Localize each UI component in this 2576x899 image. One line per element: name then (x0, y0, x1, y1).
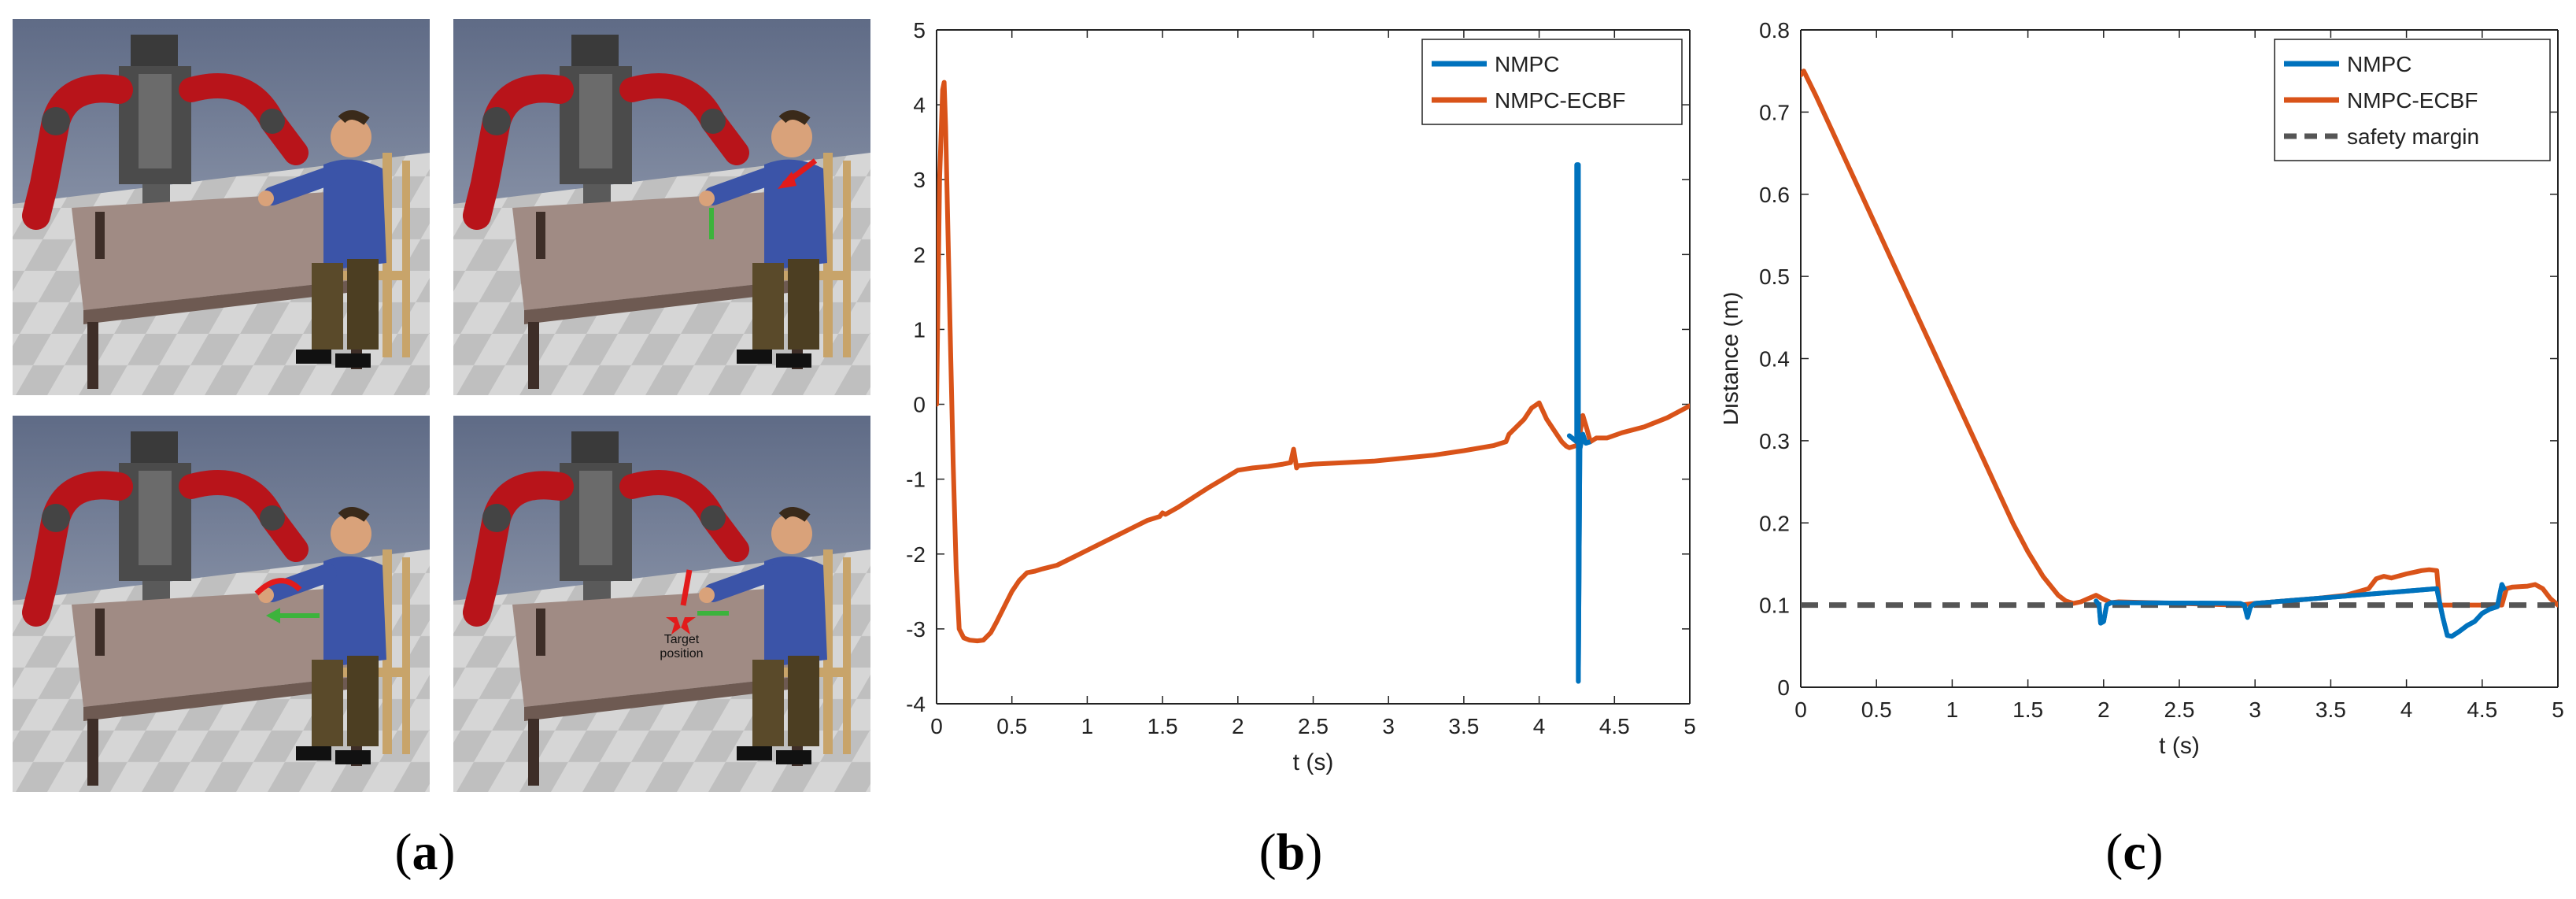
x-tick-label: 1 (1081, 714, 1094, 738)
plot-area (937, 30, 1690, 704)
legend-label: NMPC (2347, 52, 2412, 76)
x-tick-label: 4 (1533, 714, 1546, 738)
y-tick-label: 0.2 (1759, 511, 1790, 535)
y-tick-label: 0.8 (1759, 18, 1790, 43)
x-tick-label: 1 (1946, 697, 1959, 722)
caption-a-letter: a (412, 823, 438, 881)
y-tick-label: 5 (913, 18, 926, 43)
y-tick-label: 0.6 (1759, 183, 1790, 207)
caption-c: (c) (2105, 823, 2164, 881)
x-tick-label: 3 (2249, 697, 2261, 722)
x-tick-label: 1.5 (1148, 714, 1178, 738)
legend-label: NMPC-ECBF (2347, 88, 2478, 113)
curved-arrow-icon (254, 578, 302, 596)
x-tick-label: 5 (1683, 714, 1696, 738)
x-tick-label: 3.5 (1448, 714, 1479, 738)
series-line-nmpc-top (2094, 582, 2508, 639)
y-tick-label: 2 (913, 242, 926, 267)
y-tick-label: 1 (913, 317, 926, 342)
chart-b-container: 0 0.5 1 1.5 2 2.5 3 3.5 4 4.5 5 -4 -3 -2 -1 0 1 2 3 4 5 t (s)… (853, 0, 1716, 795)
caption-c-letter: c (2123, 823, 2146, 881)
y-tick-label: -3 (906, 617, 926, 642)
y-tick-label: 0 (1777, 675, 1790, 700)
simulation-panel: Target position (13, 19, 878, 792)
frame-4: Target position (453, 416, 870, 792)
y-tick-label: 0.4 (1759, 347, 1790, 372)
legend-box (1421, 39, 1683, 125)
arrowhead-icon (778, 172, 796, 189)
frame-1 (13, 19, 430, 395)
y-tick-label: -2 (906, 542, 926, 567)
x-tick-label: 3 (1382, 714, 1395, 738)
x-tick-label: 0.5 (1861, 697, 1892, 722)
x-tick-label: 5 (2552, 697, 2564, 722)
x-tick-label: 2 (1232, 714, 1244, 738)
x-tick-label: 2.5 (2164, 697, 2195, 722)
x-tick-label: 2.5 (1298, 714, 1329, 738)
y-tick-label: 0.7 (1759, 100, 1790, 124)
x-tick-label: 4.5 (2467, 697, 2497, 722)
y-tick-label: -1 (906, 468, 926, 492)
x-tick-label: 0 (1794, 697, 1807, 722)
series-line-nmpc-top (1568, 162, 1591, 684)
y-tick-label: 0.3 (1759, 429, 1790, 453)
x-axis-label: t (s) (1293, 749, 1334, 775)
acceleration-chart: 0 0.5 1 1.5 2 2.5 3 3.5 4 4.5 5 -4 -3 -2 -1 0 1 2 3 4 5 t (s)… (853, 18, 1696, 775)
target-position-label: Target position (660, 633, 704, 660)
y-tick-label: 0.1 (1759, 594, 1790, 618)
y-tick-label: 3 (913, 168, 926, 192)
y-tick-label: 0.5 (1759, 265, 1790, 289)
legend-label: NMPC (1495, 52, 1559, 76)
y-tick-label: 0 (913, 393, 926, 417)
x-tick-label: 2 (2097, 697, 2110, 722)
motion-arrow-icon (680, 569, 693, 606)
series-line-nmpc-ecbf (937, 80, 1690, 644)
legend-label: NMPC-ECBF (1495, 88, 1625, 113)
frame-2 (453, 19, 870, 395)
x-axis-label: t (s) (2159, 733, 2200, 759)
distance-chart: 0 0.5 1 1.5 2 2.5 3 3.5 4 4.5 5 0 0.1 0.2 0.3 0.4 0.5 0.6… (1717, 18, 2564, 759)
arrowhead-icon (266, 608, 280, 623)
x-tick-label: 0 (930, 714, 943, 738)
y-tick-label: 4 (913, 93, 926, 117)
y-tick-label: -4 (906, 692, 926, 716)
caption-a: (a) (394, 823, 456, 881)
caption-b: (b) (1258, 823, 1323, 881)
simulation-snapshots: Target position (13, 19, 878, 792)
chart-c-container: 0 0.5 1 1.5 2 2.5 3 3.5 4 4.5 5 0 0.1 0.2 0.3 0.4 0.5 0.6… (1717, 0, 2576, 795)
legend-label: safety margin (2347, 124, 2479, 149)
frame-3 (13, 416, 430, 792)
x-tick-label: 1.5 (2012, 697, 2043, 722)
caption-b-letter: b (1276, 823, 1306, 881)
series-group (937, 80, 1690, 684)
x-tick-label: 0.5 (996, 714, 1027, 738)
series-group (1801, 68, 2558, 639)
x-tick-label: 4 (2400, 697, 2413, 722)
x-tick-label: 4.5 (1599, 714, 1630, 738)
y-axis-label: Distance (m) (1724, 291, 1743, 425)
target-star-icon (666, 617, 696, 634)
x-tick-label: 3.5 (2315, 697, 2346, 722)
